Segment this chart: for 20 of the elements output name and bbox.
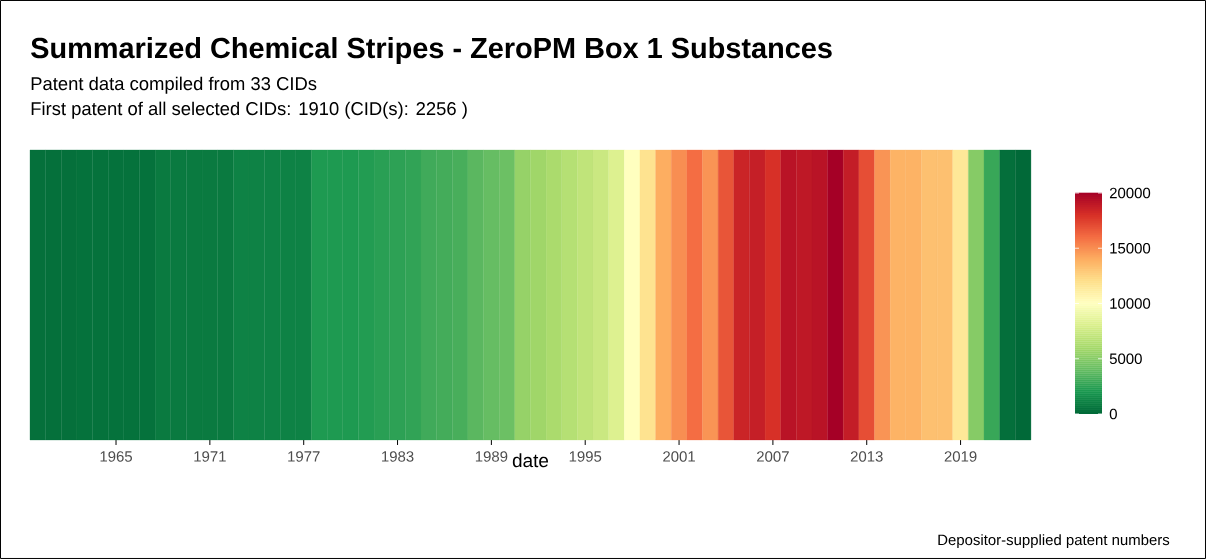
color-bar-label: 5000 bbox=[1109, 353, 1142, 365]
x-tick-label: 1971 bbox=[194, 451, 226, 462]
chart-title: Summarized Chemical Stripes - ZeroPM Box 1 Substances bbox=[31, 37, 832, 64]
x-tick-label: 2013 bbox=[850, 451, 883, 462]
x-tick-label: 2007 bbox=[757, 451, 789, 462]
x-tick-label: 1983 bbox=[382, 451, 414, 462]
x-axis-title: date bbox=[512, 453, 549, 468]
color-bar-label: 10000 bbox=[1110, 298, 1151, 309]
text: Depositor-supplied patent numbers bbox=[938, 534, 1170, 549]
text: First patent of all selected CIDs: 1910 (CID(s): 2256 ) bbox=[31, 101, 467, 119]
color-bar-label: 0 bbox=[1109, 408, 1117, 420]
x-tick-label: 2001 bbox=[663, 451, 695, 462]
color-bar-label: 20000 bbox=[1109, 187, 1151, 199]
x-tick-label: 1989 bbox=[475, 451, 508, 462]
color-bar-label: 15000 bbox=[1110, 242, 1151, 254]
x-tick-label: 1995 bbox=[569, 451, 602, 462]
chart-subtitle: Patent data compiled from 33 CIDs bbox=[31, 76, 317, 94]
x-tick-label: 2019 bbox=[944, 451, 977, 462]
x-tick-label: 1977 bbox=[288, 451, 320, 462]
x-tick-label: 1965 bbox=[100, 451, 133, 462]
